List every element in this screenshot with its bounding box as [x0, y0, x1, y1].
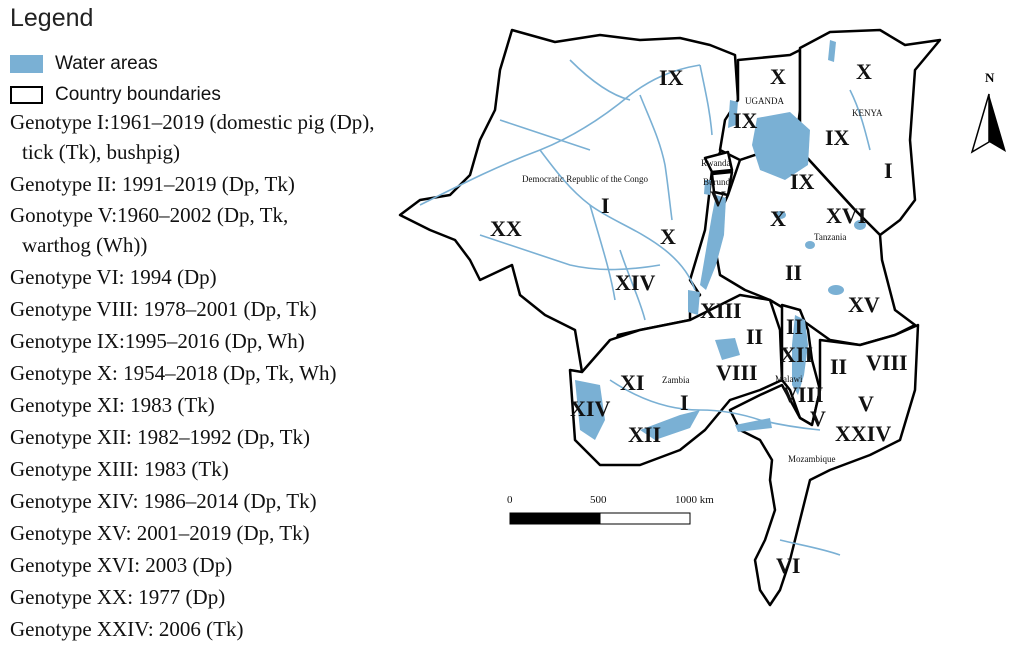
country-label-mozambique: Mozambique	[788, 454, 836, 464]
genotype-label-drc-ix: IX	[659, 65, 684, 90]
genotype-label-malawi-viii: VIII	[782, 382, 824, 407]
north-arrow-label: N	[985, 70, 995, 85]
scale-tick-1000: 1000 km	[675, 494, 714, 506]
scale-tick-0: 0	[507, 494, 513, 506]
country-label-tanzania: Tanzania	[814, 232, 846, 242]
genotype-i-entry: Genotype I:1961–2019 (domestic pig (Dp),	[10, 110, 375, 134]
genotype-label-moz-vi: VI	[776, 553, 800, 578]
genotype-xv-entry: Genotype XV: 2001–2019 (Dp, Tk)	[10, 521, 310, 545]
lake-turkana	[828, 40, 836, 62]
genotype-label-malawi-xii: XII	[780, 342, 813, 367]
zambia-boundary	[568, 293, 784, 467]
genotype-label-drc-i: I	[601, 193, 610, 218]
genotype-v-entry-cont: warthog (Wh))	[22, 233, 148, 257]
genotype-label-moz-xxiv: XXIV	[835, 421, 891, 446]
country-label-kenya: KENYA	[852, 108, 883, 118]
genotype-label-tz-x: X	[770, 206, 786, 231]
genotype-viii-entry: Genotype VIII: 1978–2001 (Dp, Tk)	[10, 297, 317, 321]
bangweulu	[715, 338, 740, 360]
genotype-ix-entry: Genotype IX:1995–2016 (Dp, Wh)	[10, 329, 305, 353]
lake-mweru	[688, 290, 700, 315]
lake-tanganyika	[700, 195, 726, 290]
map-canvas: Democratic Republic of the Congo UGANDA …	[398, 28, 1006, 607]
genotype-xi-entry: Genotype XI: 1983 (Tk)	[10, 393, 215, 417]
genotype-xx-entry: Genotype XX: 1977 (Dp)	[10, 585, 226, 609]
genotype-label-burundi-v: V	[710, 186, 726, 211]
genotype-label-zambia-ii: II	[746, 324, 763, 349]
genotype-x-entry: Genotype X: 1954–2018 (Dp, Tk, Wh)	[10, 361, 337, 385]
genotype-vi-entry: Genotype VI: 1994 (Dp)	[10, 265, 217, 289]
genotype-label-kenya-x: X	[856, 59, 872, 84]
genotype-label-zambia-xii: XII	[628, 422, 661, 447]
country-boundaries-label: Country boundaries	[55, 84, 221, 105]
genotype-label-uganda-ix: IX	[733, 108, 758, 133]
country-label-malawi: Malawi	[775, 374, 803, 384]
lake-albert	[728, 100, 738, 128]
genotype-label-kenya-i: I	[884, 158, 893, 183]
genotype-label-zambia-xi: XI	[620, 370, 644, 395]
genotype-label-zambia-i: I	[680, 390, 689, 415]
genotype-xiii-entry: Genotype XIII: 1983 (Tk)	[10, 457, 229, 481]
lake-victoria	[752, 112, 810, 180]
rwanda-boundary	[703, 150, 734, 174]
country-label-uganda: UGANDA	[745, 96, 784, 106]
genotype-label-zambia-xiv: XIV	[570, 396, 610, 421]
scale-tick-500: 500	[590, 494, 607, 506]
genotype-label-moz-ii: II	[830, 354, 847, 379]
mozambique-boundary	[728, 323, 920, 607]
genotype-v-entry: Gonotype V:1960–2002 (Dp, Tk,	[10, 203, 289, 227]
map-legend: Legend Water areas Country boundaries Ge…	[0, 0, 470, 646]
genotype-label-moz-v: V	[858, 391, 874, 416]
genotype-label-zambia-viii: VIII	[716, 360, 758, 385]
water-areas-label: Water areas	[55, 53, 158, 74]
genotype-label-tz-ii: II	[785, 260, 802, 285]
lake-kivu	[704, 180, 711, 195]
water-features	[575, 40, 866, 440]
scale-bar: 0 500 1000 km	[507, 494, 714, 525]
genotype-label-drc-xx: XX	[490, 216, 522, 241]
genotype-label-drc-xiv: XIV	[615, 270, 655, 295]
genotype-label-malawi-ii: II	[786, 314, 803, 339]
genotype-xxiv-entry: Genotype XXIV: 2006 (Tk)	[10, 617, 244, 641]
north-arrow: N	[970, 70, 1006, 154]
lake-malawi	[792, 315, 808, 395]
rivers	[419, 59, 871, 556]
genotype-label-tz-xvi: XVI	[826, 203, 866, 228]
water-areas-swatch	[10, 55, 43, 73]
genotype-label-tz-xiii: XIII	[700, 298, 742, 323]
cahora-bassa	[735, 418, 772, 432]
country-label-zambia: Zambia	[662, 375, 690, 385]
genotype-label-uganda-x: X	[770, 64, 786, 89]
country-label-rwanda: Rwanda	[701, 158, 731, 168]
kariba	[640, 410, 700, 440]
genotype-i-entry-cont: tick (Tk), bushpig)	[22, 140, 181, 164]
genotype-ii-entry: Genotype II: 1991–2019 (Dp, Tk)	[10, 172, 295, 196]
genotype-label-tz-ix: IX	[790, 169, 815, 194]
genotype-label-tz-xv: XV	[848, 292, 880, 317]
genotype-xiv-entry: Genotype XIV: 1986–2014 (Dp, Tk)	[10, 489, 317, 513]
kafue-wetlands	[575, 380, 605, 440]
country-label-burundi: Burundi	[703, 177, 733, 187]
genotype-label-moz-viii: VIII	[866, 350, 908, 375]
genotype-label-malawi-v: V	[810, 406, 826, 431]
genotype-label-drc-x: X	[660, 224, 676, 249]
country-boundaries-swatch	[10, 86, 43, 104]
genotype-label-kenya-ix: IX	[825, 125, 850, 150]
legend-title: Legend	[10, 4, 94, 32]
genotype-xvi-entry: Genotype XVI: 2003 (Dp)	[10, 553, 233, 577]
genotype-xii-entry: Genotype XII: 1982–1992 (Dp, Tk)	[10, 425, 310, 449]
country-label-drc: Democratic Republic of the Congo	[522, 174, 648, 184]
